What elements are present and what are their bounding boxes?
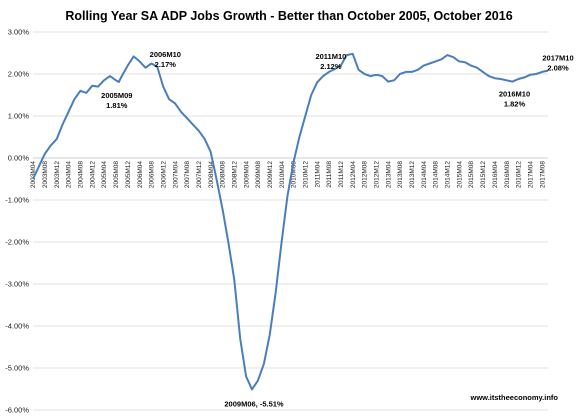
annotation-2011m10-label: 2011M10 (315, 52, 346, 61)
y-tick-label: 3.00% (8, 28, 30, 37)
x-tick-label: 2010M04 (279, 161, 286, 188)
x-tick-label: 2005M04 (101, 161, 108, 188)
x-tick-label: 2012M08 (362, 161, 369, 188)
y-tick-label: 2.00% (8, 70, 30, 79)
annotation-2017m10-value: 2.08% (547, 64, 569, 73)
x-tick-label: 2016M08 (504, 161, 511, 188)
annotation-2017m10-label: 2017M10 (542, 54, 573, 63)
x-tick-label: 2003M08 (42, 161, 49, 188)
y-tick-label: -5.00% (5, 364, 29, 373)
chart-title: Rolling Year SA ADP Jobs Growth - Better… (65, 9, 512, 23)
x-tick-label: 2007M04 (172, 161, 179, 188)
x-tick-label: 2012M04 (350, 161, 357, 188)
source-credit: www.itstheeconomy.info (469, 393, 558, 402)
annotation-2011m10-value: 2.12% (320, 62, 342, 71)
x-tick-label: 2011M12 (338, 161, 345, 188)
y-axis: 3.00% 2.00% 1.00% 0.00% -1.00% -2.00% -3.00% -4… (5, 28, 29, 415)
x-tick-label: 2004M04 (66, 161, 73, 188)
x-tick-label: 2010M08 (291, 161, 298, 188)
annotation-2016m10-value: 1.82% (504, 100, 526, 109)
x-tick-label: 2011M04 (314, 161, 321, 188)
annotation-2005m09-label: 2005M09 (101, 91, 132, 100)
grid-layer (33, 31, 548, 411)
x-axis: 2003M04 2003M08 2003M12 2004M04 2004M08 2004M… (30, 161, 546, 188)
x-tick-label: 2014M04 (421, 161, 428, 188)
x-tick-label: 2015M12 (480, 161, 487, 188)
annotation-2006m10-label: 2006M10 (150, 50, 181, 59)
y-tick-label: -1.00% (5, 196, 29, 205)
y-tick-label: 1.00% (8, 112, 30, 121)
x-tick-label: 2008M12 (231, 161, 238, 188)
x-tick-label: 2017M04 (527, 161, 534, 188)
x-tick-label: 2013M12 (409, 161, 416, 188)
annotation-2016m10-label: 2016M10 (499, 90, 530, 99)
x-tick-label: 2008M04 (208, 161, 215, 188)
x-tick-label: 2013M08 (397, 161, 404, 188)
x-tick-label: 2013M04 (385, 161, 392, 188)
x-tick-label: 2006M04 (137, 161, 144, 188)
y-tick-label: -2.00% (5, 238, 29, 247)
x-tick-label: 2017M08 (539, 161, 546, 188)
x-tick-label: 2012M12 (374, 161, 381, 188)
x-tick-label: 2006M08 (149, 161, 156, 188)
annotation-2006m10-value: 2.17% (155, 60, 177, 69)
x-tick-label: 2004M12 (89, 161, 96, 188)
x-tick-label: 2009M08 (255, 161, 262, 188)
x-tick-label: 2007M08 (184, 161, 191, 188)
x-tick-label: 2011M08 (326, 161, 333, 188)
y-tick-label: -3.00% (5, 280, 29, 289)
series-line (32, 52, 549, 391)
x-tick-label: 2009M04 (243, 161, 250, 188)
x-tick-label: 2015M04 (456, 161, 463, 188)
x-tick-label: 2005M12 (125, 161, 132, 188)
x-tick-label: 2010M12 (302, 161, 309, 188)
x-tick-label: 2004M08 (78, 161, 85, 188)
x-tick-label: 2007M12 (196, 161, 203, 188)
x-tick-label: 2005M08 (113, 161, 120, 188)
x-tick-label: 2003M04 (30, 161, 37, 188)
y-tick-label: -6.00% (5, 406, 29, 415)
x-tick-label: 2014M12 (445, 161, 452, 188)
x-tick-label: 2016M04 (492, 161, 499, 188)
x-tick-label: 2009M12 (267, 161, 274, 188)
x-tick-label: 2016M12 (516, 161, 523, 188)
x-tick-label: 2015M08 (468, 161, 475, 188)
y-tick-label: 0.00% (8, 154, 30, 163)
x-tick-label: 2006M12 (160, 161, 167, 188)
y-tick-label: -4.00% (5, 322, 29, 331)
x-tick-label: 2014M08 (433, 161, 440, 188)
annotation-2005m09-value: 1.81% (106, 101, 128, 110)
annotation-2009m06-label: 2009M06, -5.51% (224, 399, 284, 408)
x-tick-label: 2008M08 (220, 161, 227, 188)
x-tick-label: 2003M12 (54, 161, 61, 188)
